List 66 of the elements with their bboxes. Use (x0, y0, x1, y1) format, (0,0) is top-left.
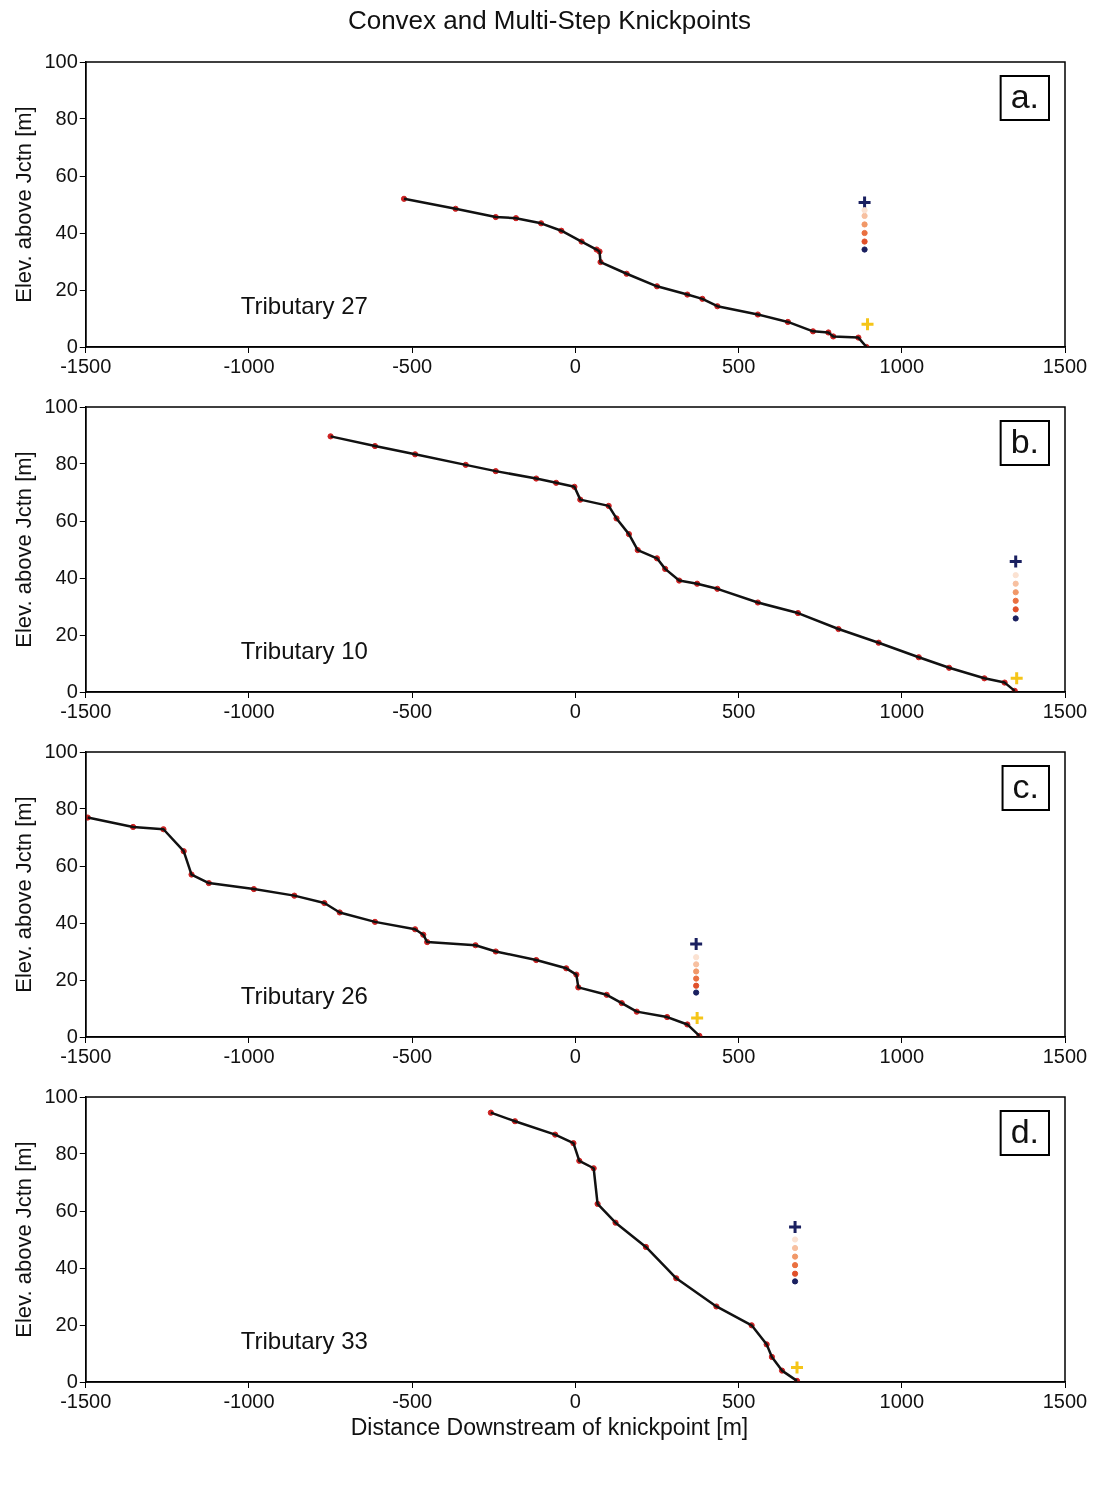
annotation: Tributary 26 (240, 981, 368, 1009)
x-tick-label: -1000 (223, 1044, 275, 1067)
x-tick-label: 0 (569, 699, 581, 722)
x-tick-label: -500 (392, 1389, 433, 1412)
y-tick-label: 0 (66, 1024, 78, 1047)
y-tick-label: 60 (55, 1198, 78, 1221)
x-tick-label: -1500 (60, 1044, 112, 1067)
x-tick-label: 1500 (1042, 1044, 1088, 1067)
y-tick-label: 40 (55, 565, 78, 588)
y-tick-label: 40 (55, 1255, 78, 1278)
x-tick-label: 1500 (1042, 699, 1088, 722)
y-tick-label: 40 (55, 910, 78, 933)
x-tick-label: 0 (569, 1044, 581, 1067)
x-tick-label: 1000 (879, 354, 925, 377)
x-tick-label: -1500 (60, 1389, 112, 1412)
x-tick-label: -500 (392, 1044, 433, 1067)
y-tick-label: 0 (66, 679, 78, 702)
annotation: Tributary 10 (240, 636, 368, 664)
y-axis-title: Elev. above Jctn [m] (11, 451, 37, 648)
x-tick-label: -1500 (60, 354, 112, 377)
annotation: d. (1010, 1112, 1039, 1151)
x-tick-label: -500 (392, 699, 433, 722)
y-tick-label: 40 (55, 220, 78, 243)
x-tick-label: 1500 (1042, 354, 1088, 377)
y-tick-label: 0 (66, 1369, 78, 1392)
y-tick-label: 20 (55, 277, 78, 300)
y-tick-label: 20 (55, 1312, 78, 1335)
y-tick-label: 60 (55, 163, 78, 186)
y-tick-label: 80 (55, 1141, 78, 1164)
y-tick-label: 100 (44, 394, 78, 417)
y-tick-label: 20 (55, 967, 78, 990)
x-tick-label: -1000 (223, 1389, 275, 1412)
x-tick-label: 500 (721, 354, 756, 377)
y-tick-label: 20 (55, 622, 78, 645)
annotation: Tributary 33 (240, 1326, 368, 1354)
y-tick-label: 100 (44, 1084, 78, 1107)
x-tick-label: 0 (569, 354, 581, 377)
x-tick-label: 1500 (1042, 1389, 1088, 1412)
y-tick-label: 80 (55, 796, 78, 819)
x-axis-title: Distance Downstream of knickpoint [m] (349, 1414, 750, 1441)
x-tick-label: 1000 (879, 699, 925, 722)
annotation: b. (1010, 422, 1039, 461)
y-axis-title: Elev. above Jctn [m] (11, 796, 37, 993)
y-tick-label: 0 (66, 334, 78, 357)
y-tick-label: 100 (44, 739, 78, 762)
x-tick-label: -1500 (60, 699, 112, 722)
x-tick-label: 0 (569, 1389, 581, 1412)
x-tick-label: -1000 (223, 699, 275, 722)
chart-title: Convex and Multi-Step Knickpoints (346, 4, 753, 37)
x-tick-label: 1000 (879, 1044, 925, 1067)
y-axis-title: Elev. above Jctn [m] (11, 1141, 37, 1338)
y-tick-label: 60 (55, 508, 78, 531)
x-tick-label: -500 (392, 354, 433, 377)
x-tick-label: 500 (721, 1044, 756, 1067)
annotation: a. (1010, 77, 1039, 116)
y-tick-label: 80 (55, 451, 78, 474)
x-tick-label: 500 (721, 1389, 756, 1412)
y-axis-title: Elev. above Jctn [m] (11, 106, 37, 303)
annotation: Tributary 27 (240, 291, 368, 319)
y-tick-label: 100 (44, 49, 78, 72)
x-tick-label: -1000 (223, 354, 275, 377)
x-tick-label: 1000 (879, 1389, 925, 1412)
x-tick-label: 500 (721, 699, 756, 722)
annotation: c. (1012, 767, 1039, 806)
y-tick-label: 80 (55, 106, 78, 129)
y-tick-label: 60 (55, 853, 78, 876)
